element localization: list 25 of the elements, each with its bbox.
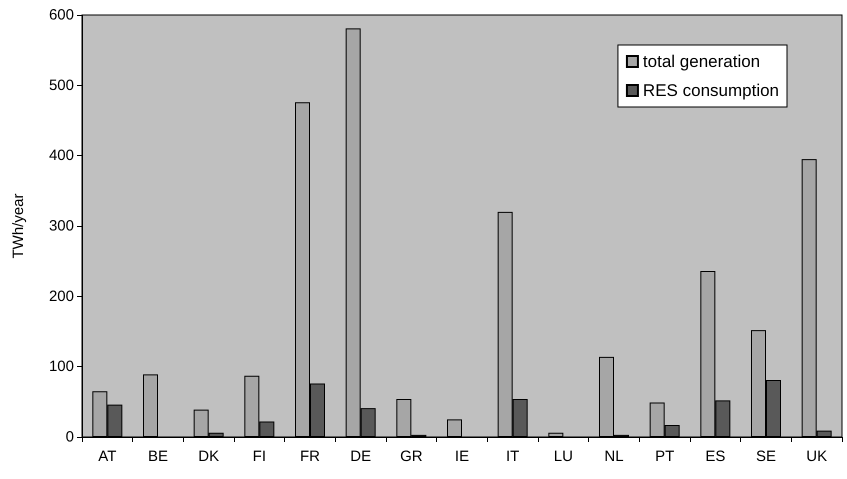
x-tick-label: GR bbox=[400, 448, 423, 465]
x-tick-label: SE bbox=[756, 448, 776, 465]
y-tick-label: 0 bbox=[66, 428, 74, 446]
x-tick-label: IE bbox=[454, 448, 470, 465]
x-tick-label: UK bbox=[806, 448, 828, 465]
x-tick-label: LU bbox=[554, 448, 573, 465]
y-tick-label: 500 bbox=[48, 76, 74, 94]
x-tick-label: NL bbox=[604, 448, 624, 465]
y-axis-title: TWh/year bbox=[10, 193, 27, 259]
x-tick-label: BE bbox=[148, 448, 168, 465]
x-tick-label: IT bbox=[506, 448, 520, 465]
y-tick-label: 400 bbox=[48, 147, 74, 164]
legend-label: total generation bbox=[642, 52, 760, 71]
y-tick-label: 600 bbox=[48, 6, 74, 24]
x-tick-label: AT bbox=[98, 448, 116, 465]
y-tick-label: 200 bbox=[48, 288, 74, 305]
x-tick-label: FI bbox=[252, 448, 266, 465]
x-tick-label: DE bbox=[350, 448, 372, 465]
x-tick-label: DK bbox=[198, 448, 220, 465]
x-tick-label: ES bbox=[705, 448, 726, 465]
legend-label: RES consumption bbox=[642, 81, 780, 100]
y-tick-label: 100 bbox=[48, 358, 74, 376]
y-tick-label: 300 bbox=[48, 218, 74, 234]
x-tick-label: PT bbox=[655, 448, 674, 465]
x-tick-label: FR bbox=[300, 448, 320, 465]
